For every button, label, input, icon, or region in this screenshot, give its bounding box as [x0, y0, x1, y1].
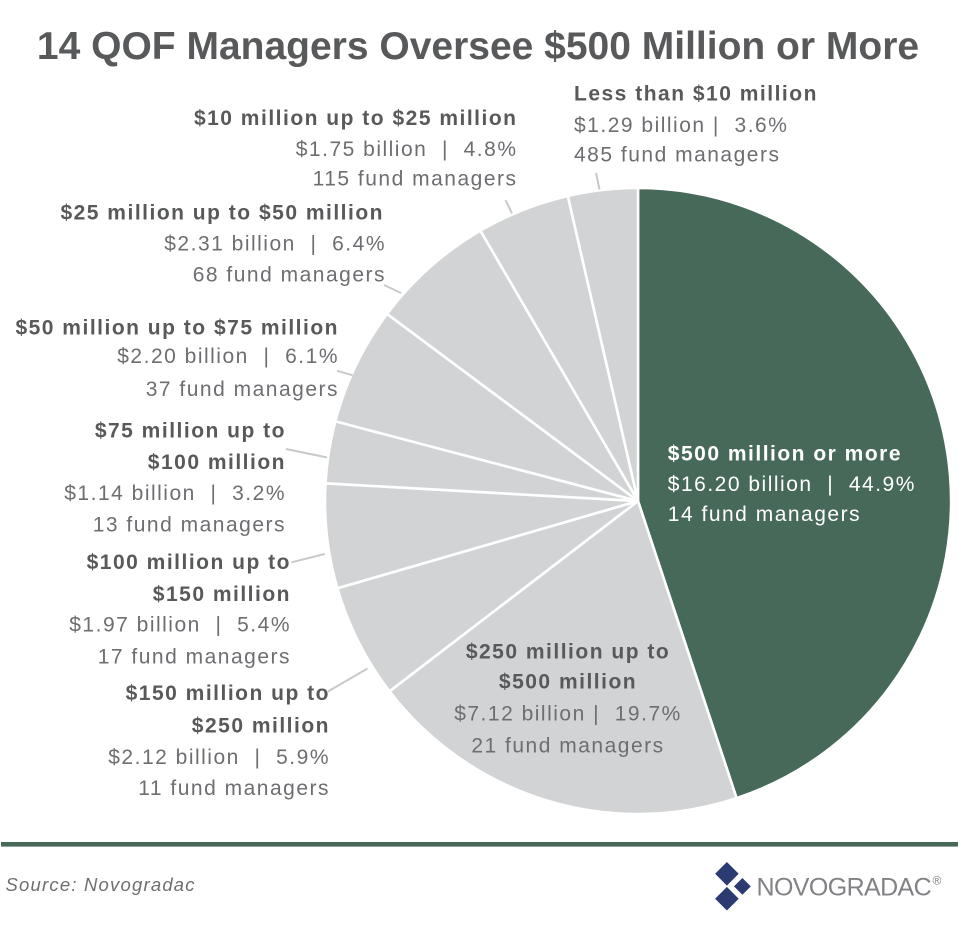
svg-text:$25 million up to $50 million: $25 million up to $50 million: [60, 202, 384, 225]
svg-text:$250 million: $250 million: [192, 715, 330, 738]
svg-text:17 fund managers: 17 fund managers: [98, 646, 291, 669]
svg-text:$1.14 billion | 3.2%: $1.14 billion | 3.2%: [64, 482, 286, 505]
svg-text:$150 million: $150 million: [153, 583, 291, 606]
svg-text:$75 million up to: $75 million up to: [95, 420, 286, 443]
svg-text:NOVOGRADAC: NOVOGRADAC: [757, 874, 932, 902]
svg-text:14 fund managers: 14 fund managers: [668, 503, 861, 526]
svg-text:485 fund managers: 485 fund managers: [574, 144, 780, 167]
svg-text:$7.12 billion | 19.7%: $7.12 billion | 19.7%: [454, 703, 682, 726]
svg-text:$2.20 billion | 6.1%: $2.20 billion | 6.1%: [117, 345, 339, 368]
svg-text:$10 million up to $25 million: $10 million up to $25 million: [194, 107, 518, 130]
svg-text:$1.75 billion | 4.8%: $1.75 billion | 4.8%: [296, 138, 518, 161]
svg-text:Source: Novogradac: Source: Novogradac: [6, 874, 196, 895]
svg-text:$100 million up to: $100 million up to: [87, 551, 291, 574]
svg-text:115 fund managers: 115 fund managers: [313, 168, 518, 191]
svg-text:Less than $10 million: Less than $10 million: [574, 82, 818, 105]
svg-text:$150 million up to: $150 million up to: [126, 682, 330, 705]
svg-text:$50 million up to $75 million: $50 million up to $75 million: [15, 316, 339, 339]
svg-text:68 fund managers: 68 fund managers: [193, 263, 386, 286]
svg-text:$16.20 billion | 44.9%: $16.20 billion | 44.9%: [668, 473, 916, 496]
svg-text:$250 million up to: $250 million up to: [466, 641, 670, 664]
svg-text:$1.97 billion | 5.4%: $1.97 billion | 5.4%: [69, 614, 291, 637]
svg-text:$2.31 billion | 6.4%: $2.31 billion | 6.4%: [164, 232, 386, 255]
svg-text:$2.12 billion | 5.9%: $2.12 billion | 5.9%: [108, 746, 330, 769]
svg-text:37 fund managers: 37 fund managers: [146, 378, 339, 401]
svg-text:$100 million: $100 million: [148, 451, 286, 474]
svg-text:14 QOF Managers Oversee $500 M: 14 QOF Managers Oversee $500 Million or …: [37, 25, 919, 68]
svg-text:$1.29 billion | 3.6%: $1.29 billion | 3.6%: [574, 114, 788, 137]
svg-text:21 fund managers: 21 fund managers: [471, 734, 664, 757]
svg-text:$500 million: $500 million: [499, 670, 637, 693]
svg-text:$500 million or more: $500 million or more: [668, 443, 902, 466]
svg-text:13 fund managers: 13 fund managers: [93, 514, 286, 537]
svg-text:11 fund managers: 11 fund managers: [138, 777, 330, 800]
svg-text:®: ®: [933, 874, 942, 888]
